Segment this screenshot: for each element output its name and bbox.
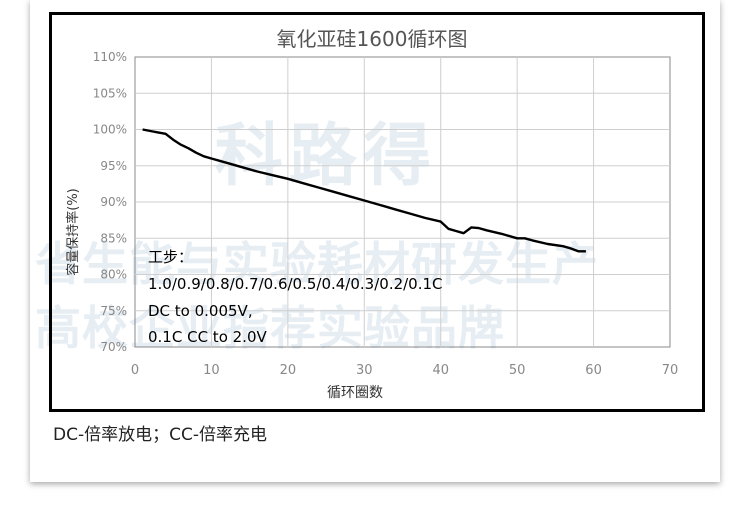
y-tick-label: 75% [100,304,127,318]
y-tick-label: 100% [93,123,127,137]
watermark-line-1: 省生能与实验耗材研发生产 [35,237,599,291]
y-tick-label: 95% [100,159,127,173]
annotation-line: DC to 0.005V, [148,302,253,320]
y-tick-label: 85% [100,231,127,245]
x-tick-label: 30 [356,363,373,378]
x-tick-label: 40 [432,363,449,378]
x-axis-label: 循环圈数 [327,385,383,401]
x-tick-label: 0 [131,363,139,378]
x-tick-label: 70 [662,363,679,378]
x-tick-label: 20 [280,363,297,378]
x-tick-label: 10 [203,363,220,378]
y-tick-label: 70% [100,340,127,354]
annotation-line: 工步： [148,248,193,266]
watermark-line-2: 高校企业指荐实验品牌 [35,301,505,355]
chart-title: 氧化亚硅1600循环图 [277,27,468,51]
y-axis-label: 容量保持率(%) [65,188,81,276]
watermark-logo: 科路得 [215,117,438,196]
caption-text: DC-倍率放电；CC-倍率充电 [53,425,267,445]
y-tick-label: 90% [100,195,127,209]
content-card [30,0,720,482]
grid-lines [135,57,670,347]
annotation-box: 工步： 1.0/0.9/0.8/0.7/0.6/0.5/0.4/0.3/0.2/… [148,248,443,346]
x-tick-label: 50 [509,363,526,378]
y-axis-ticks: 70% 75% 80% 85% 90% 95% 100% 105% 110% [93,50,127,354]
x-tick-label: 60 [585,363,602,378]
x-axis-ticks: 0 10 20 30 40 50 60 70 [131,363,678,378]
annotation-line: 0.1C CC to 2.0V [148,328,267,346]
y-tick-label: 80% [100,268,127,282]
series-line [142,128,586,253]
chart-border [49,12,705,412]
annotation-line: 1.0/0.9/0.8/0.7/0.6/0.5/0.4/0.3/0.2/0.1C [148,275,443,293]
y-tick-label: 110% [93,50,127,64]
y-tick-label: 105% [93,86,127,100]
